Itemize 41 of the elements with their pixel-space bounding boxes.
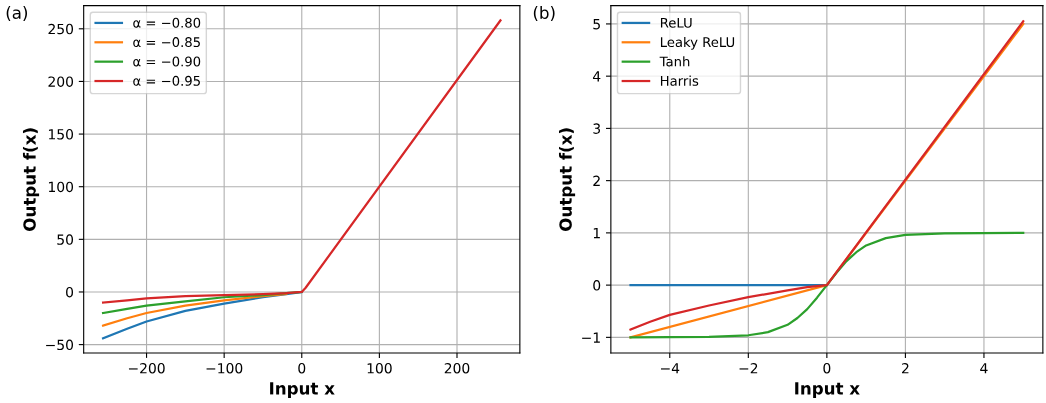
x-tick-label: 0 bbox=[298, 363, 306, 374]
y-tick-label: 4 bbox=[592, 71, 601, 82]
text: (a) bbox=[6, 6, 28, 21]
legend-label: α = −0.80 bbox=[133, 17, 201, 28]
line-series bbox=[101, 19, 502, 304]
legend-label: ReLU bbox=[660, 17, 692, 28]
line-series bbox=[629, 231, 1025, 339]
legend-label: α = −0.90 bbox=[133, 56, 201, 67]
x-tick-label: −2 bbox=[739, 363, 758, 374]
y-tick-label: 5 bbox=[593, 19, 600, 30]
x-tick-label: −100 bbox=[206, 363, 243, 374]
y-tick-label: −50 bbox=[46, 339, 74, 351]
y-tick-label: 200 bbox=[48, 76, 74, 87]
y-tick-label: 3 bbox=[593, 123, 601, 134]
y-tick-label: 0 bbox=[593, 280, 601, 291]
x-tick-label: 2 bbox=[902, 363, 909, 374]
y-tick-label: 150 bbox=[48, 129, 74, 140]
y-tick-label: 100 bbox=[48, 181, 74, 193]
line-series bbox=[101, 292, 288, 327]
y-tick-label: 250 bbox=[48, 23, 74, 35]
y-tick-label: 2 bbox=[593, 175, 600, 186]
x-axis-title: Input x bbox=[795, 382, 860, 398]
legend-label: Leaky ReLU bbox=[660, 36, 735, 50]
x-tick-label: 200 bbox=[444, 363, 470, 374]
legend-label: Harris bbox=[660, 75, 699, 86]
x-tick-label: 0 bbox=[823, 363, 831, 374]
y-axis-title: Output f(x) bbox=[558, 128, 576, 231]
y-tick-label: 50 bbox=[57, 234, 74, 245]
y-axis-title: Output f(x) bbox=[22, 128, 40, 231]
text: (b) bbox=[533, 6, 555, 21]
x-tick-label: −4 bbox=[661, 363, 680, 374]
y-tick-label: 1 bbox=[593, 228, 600, 239]
x-tick-label: 100 bbox=[367, 363, 392, 374]
legend-label: α = −0.85 bbox=[133, 37, 200, 48]
legend-label: Tanh bbox=[659, 56, 690, 67]
x-axis-title: Input x bbox=[270, 382, 335, 398]
legend-label: α = −0.95 bbox=[133, 75, 200, 86]
x-tick-label: −200 bbox=[128, 363, 165, 374]
x-tick-label: 4 bbox=[980, 363, 988, 374]
y-tick-label: −1 bbox=[582, 332, 600, 343]
y-tick-label: 0 bbox=[66, 286, 74, 298]
